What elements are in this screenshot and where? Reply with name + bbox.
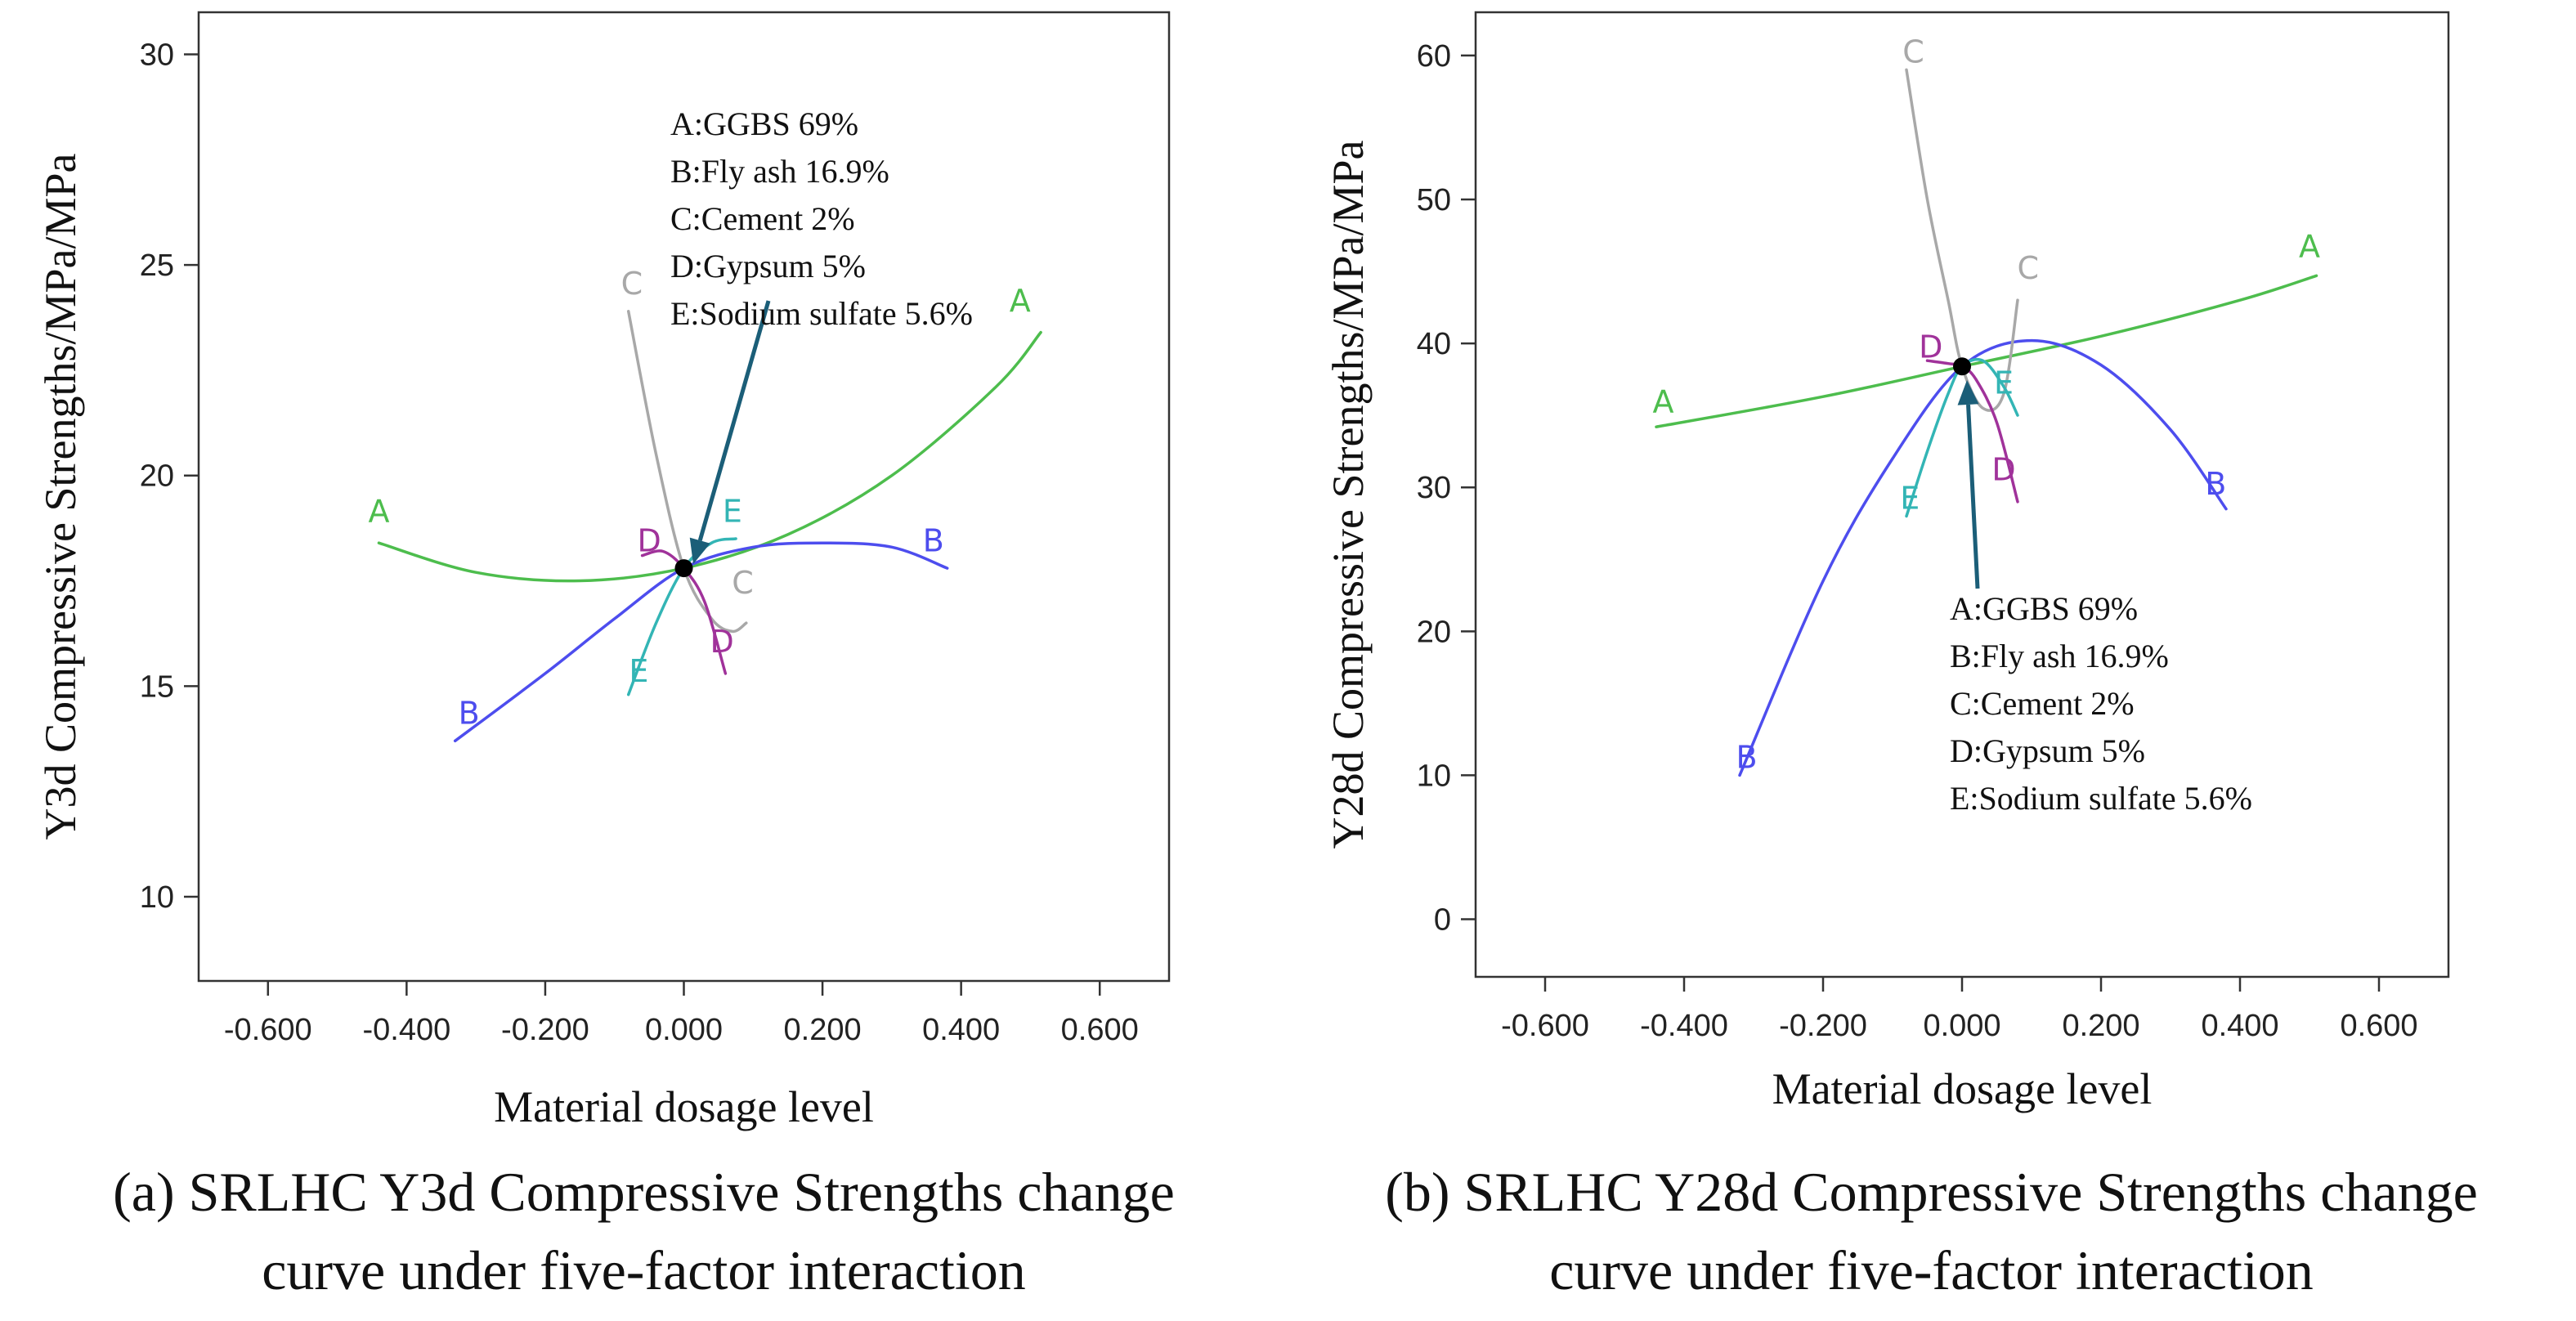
chart-b-caption-line-2: curve under five-factor interaction xyxy=(1549,1239,2314,1301)
chart-b-curve-label-d: D xyxy=(1991,451,2015,487)
chart-a-y-tick-label: 30 xyxy=(140,38,174,73)
chart-a-legend-entry: B:Fly ash 16.9% xyxy=(670,153,889,190)
chart-a-x-axis-title: Material dosage level xyxy=(494,1082,874,1131)
chart-a-curve-label-a: A xyxy=(1010,283,1031,319)
chart-b-y-tick-label: 10 xyxy=(1417,759,1451,793)
chart-a-x-tick-label: -0.400 xyxy=(362,1013,450,1047)
chart-b-y-tick-label: 40 xyxy=(1417,327,1451,361)
chart-b-y-tick-label: 20 xyxy=(1417,615,1451,649)
chart-panel-a: 10 15 20 25 30 -0.600 -0.400 -0.200 0.000 0.200 0.… xyxy=(0,11,1288,1310)
chart-a-x-tick-label: 0.400 xyxy=(922,1013,1000,1047)
chart-a-caption-line-1: (a) SRLHC Y3d Compressive Strengths chan… xyxy=(113,1161,1175,1223)
chart-b-legend-entry: C:Cement 2% xyxy=(1950,685,2135,722)
chart-a-curve-label-d: D xyxy=(710,624,733,660)
chart-b-x-tick-label: -0.600 xyxy=(1501,1009,1589,1043)
chart-b-x-tick-label: 0.200 xyxy=(2062,1009,2139,1043)
chart-b-caption-line-1: (b) SRLHC Y28d Compressive Strengths cha… xyxy=(1385,1161,2478,1223)
chart-b-reference-point xyxy=(1953,357,1971,376)
chart-a-curve-label-d: D xyxy=(637,522,661,558)
chart-b-svg: 0 10 20 30 40 50 60 -0.600 -0.400 -0.200 0.000 0.20… xyxy=(1324,11,2450,1113)
chart-a-curve-label-c: C xyxy=(621,266,643,302)
chart-b-caption: (b) SRLHC Y28d Compressive Strengths cha… xyxy=(1288,1153,2575,1310)
chart-a-legend-entry: D:Gypsum 5% xyxy=(670,248,866,284)
chart-b-series-d-line xyxy=(1925,359,2019,504)
chart-b-x-tick-label: -0.200 xyxy=(1779,1009,1867,1043)
chart-b-x-tick-label: -0.400 xyxy=(1640,1009,1728,1043)
chart-a-legend-entry: E:Sodium sulfate 5.6% xyxy=(670,295,973,332)
chart-b-plot-frame xyxy=(1474,11,2450,978)
chart-b-x-tick-label: 0.000 xyxy=(1923,1009,2000,1043)
chart-a-curve-label-e: E xyxy=(629,653,648,689)
chart-b-legend-entry: D:Gypsum 5% xyxy=(1950,732,2145,769)
chart-b-series-a-line xyxy=(1655,274,2318,428)
chart-a-svg: 10 15 20 25 30 -0.600 -0.400 -0.200 0.000 0.200 0.… xyxy=(36,11,1171,1131)
chart-b-curve-label-b: B xyxy=(1736,740,1757,776)
chart-a-series-c-line xyxy=(626,310,748,634)
chart-b-x-axis-title: Material dosage level xyxy=(1772,1064,2153,1113)
chart-b-curve-label-c: C xyxy=(2017,250,2039,286)
chart-a-y-axis-title: Y3d Compressive Strengths/MPa/MPa xyxy=(36,153,85,840)
chart-a-caption-line-2: curve under five-factor interaction xyxy=(262,1239,1026,1301)
chart-b-y-tick-label: 0 xyxy=(1434,903,1451,938)
chart-b-legend-entry: B:Fly ash 16.9% xyxy=(1950,638,2169,674)
chart-b-curve-label-c: C xyxy=(1902,34,1924,70)
chart-a-curve-label-b: B xyxy=(459,696,480,732)
chart-a-y-tick-label: 20 xyxy=(140,459,174,494)
chart-panel-b: 0 10 20 30 40 50 60 -0.600 -0.400 -0.200 0.000 0.20… xyxy=(1288,0,2575,1321)
chart-a-annotation-arrow-head xyxy=(689,537,710,564)
chart-a-curve-label-c: C xyxy=(732,565,754,601)
chart-b-legend-entry: E:Sodium sulfate 5.6% xyxy=(1950,780,2252,817)
chart-b-legend-entry: A:GGBS 69% xyxy=(1950,590,2138,627)
chart-a-caption: (a) SRLHC Y3d Compressive Strengths chan… xyxy=(0,1153,1288,1310)
chart-a-x-tick-label: 0.600 xyxy=(1061,1013,1139,1047)
chart-a-legend-entry: C:Cement 2% xyxy=(670,200,855,237)
chart-b-y-axis-title: Y28d Compressive Strengths/MPa/MPa xyxy=(1324,140,1373,849)
chart-a-annotation-arrow-shaft xyxy=(697,300,771,541)
chart-a-x-tick-label: 0.000 xyxy=(645,1013,723,1047)
chart-b-annotation-arrow-head xyxy=(1957,380,1979,405)
chart-b-curve-label-a: A xyxy=(2299,228,2320,264)
chart-a-series-b-line xyxy=(453,541,949,743)
chart-b-y-tick-label: 50 xyxy=(1417,183,1451,217)
chart-a-x-tick-label: -0.200 xyxy=(501,1013,589,1047)
chart-a-x-tick-label: -0.600 xyxy=(224,1013,312,1047)
chart-b-curve-label-a: A xyxy=(1653,384,1674,420)
chart-b-curve-label-d: D xyxy=(1919,329,1942,365)
chart-b-y-tick-label: 60 xyxy=(1417,39,1451,74)
chart-b-x-tick-label: 0.400 xyxy=(2201,1009,2278,1043)
chart-b-y-tick-label: 30 xyxy=(1417,471,1451,505)
chart-a-series-a-line xyxy=(377,330,1042,583)
chart-a-y-tick-label: 10 xyxy=(140,880,174,915)
chart-b-curve-label-b: B xyxy=(2205,466,2226,502)
chart-b-annotation-arrow-shaft xyxy=(1966,404,1980,589)
chart-a-y-tick-label: 15 xyxy=(140,669,174,704)
chart-a-y-tick-label: 25 xyxy=(140,249,174,283)
chart-a-curve-label-b: B xyxy=(923,522,944,558)
chart-a-curve-label-e: E xyxy=(723,493,742,529)
chart-a-curve-label-a: A xyxy=(368,493,389,529)
chart-a-reference-point xyxy=(674,559,693,578)
chart-b-x-tick-label: 0.600 xyxy=(2340,1009,2417,1043)
chart-b-curve-label-e: E xyxy=(1994,365,2014,401)
chart-b-curve-label-e: E xyxy=(1900,481,1920,517)
chart-a-x-tick-label: 0.200 xyxy=(784,1013,862,1047)
chart-a-legend-entry: A:GGBS 69% xyxy=(670,105,858,142)
chart-b-series-c-line xyxy=(1905,68,2019,412)
